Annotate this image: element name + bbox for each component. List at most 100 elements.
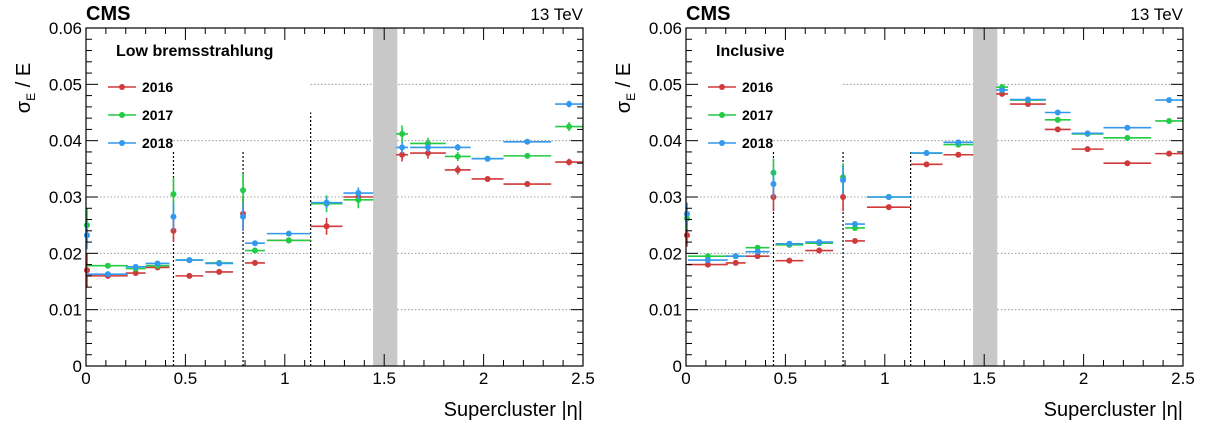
data-point <box>566 123 573 130</box>
legend-label: 2018 <box>742 135 773 151</box>
data-point <box>566 159 573 166</box>
legend-label: 2017 <box>142 107 173 123</box>
y-axis-title-sigma: σ <box>13 100 35 113</box>
x-axis: 0 0.5 1 1.5 2 2.5 <box>681 28 1195 388</box>
data-point <box>1084 146 1091 153</box>
data-point <box>399 144 406 151</box>
data-point <box>355 190 362 197</box>
eb-ee-gap-band <box>373 28 398 366</box>
y-axis: 0 0.01 0.02 0.03 0.04 0.05 0.06 <box>49 19 583 376</box>
data-point <box>1024 96 1031 103</box>
eb-ee-gap-band <box>973 28 998 366</box>
experiment-label: CMS <box>686 3 730 25</box>
y-axis: 0 0.01 0.02 0.03 0.04 0.05 0.06 <box>649 19 1183 376</box>
data-point <box>399 151 406 158</box>
y-tick-label: 0.03 <box>49 188 82 207</box>
legend-label: 2017 <box>742 107 773 123</box>
grid-lines <box>86 83 583 311</box>
data-point <box>754 248 761 255</box>
data-point <box>251 247 258 254</box>
x-tick-label: 1.5 <box>372 369 396 388</box>
energy-label: 13 TeV <box>530 5 583 24</box>
y-tick-label: 0.01 <box>649 301 682 320</box>
data-point <box>885 204 892 211</box>
data-point <box>154 260 161 267</box>
data-point <box>186 257 193 264</box>
data-point <box>454 166 461 173</box>
series-2018 <box>83 100 583 278</box>
data-point <box>923 161 930 168</box>
data-point <box>732 253 739 260</box>
data-point <box>732 259 739 266</box>
y-tick-label: 0 <box>673 357 682 376</box>
data-point <box>683 210 690 217</box>
legend: 2016 2017 2018 <box>708 79 773 151</box>
legend-swatch-marker <box>719 84 725 90</box>
legend: 2016 2017 2018 <box>108 79 173 151</box>
data-point <box>240 213 247 220</box>
data-point <box>1054 116 1061 123</box>
data-point <box>786 240 793 247</box>
data-point <box>240 187 247 194</box>
y-axis-title-tail: / E <box>13 63 35 93</box>
x-tick-label: 2.5 <box>1171 369 1195 388</box>
experiment-label: CMS <box>86 3 130 25</box>
data-point <box>216 260 223 267</box>
y-axis-title: σE / E <box>613 63 638 113</box>
y-tick-label: 0.04 <box>49 132 82 151</box>
panel-low-brem: 0 0.5 1 1.5 2 2.5 0 0.01 0.02 0.03 0.04 0.05 0.06 Sup… <box>13 3 595 421</box>
y-axis-title: σE / E <box>13 63 38 113</box>
x-axis-title: Supercluster |η| <box>444 399 583 421</box>
data-point <box>816 247 823 254</box>
data-point <box>323 223 330 230</box>
x-axis-title: Supercluster |η| <box>1044 399 1183 421</box>
data-point <box>524 181 531 188</box>
data-point <box>885 194 892 200</box>
data-point <box>454 153 461 160</box>
y-axis-title-sigma: σ <box>613 100 635 113</box>
x-tick-label: 2 <box>1079 369 1088 388</box>
data-point <box>1084 130 1091 137</box>
data-point <box>484 155 491 162</box>
data-point <box>786 257 793 264</box>
data-point <box>1124 160 1131 167</box>
data-point <box>816 239 823 246</box>
legend-label: 2018 <box>142 135 173 151</box>
y-tick-label: 0.04 <box>649 132 682 151</box>
y-tick-label: 0.05 <box>49 75 82 94</box>
legend-label: 2016 <box>742 79 773 95</box>
x-tick-label: 1 <box>280 369 289 388</box>
y-tick-label: 0.06 <box>49 19 82 38</box>
category-label: Inclusive <box>716 43 785 60</box>
legend-swatch-marker <box>119 112 125 118</box>
x-tick-label: 2 <box>479 369 488 388</box>
y-tick-label: 0.01 <box>49 301 82 320</box>
data-point <box>83 232 90 239</box>
data-point <box>355 196 362 203</box>
panel-inclusive: 0 0.5 1 1.5 2 2.5 0 0.01 0.02 0.03 0.04 0.05 0.06 Sup… <box>613 3 1195 421</box>
data-point <box>851 237 858 244</box>
y-axis-title-subscript: E <box>624 93 638 101</box>
data-point <box>170 213 177 220</box>
data-point <box>704 257 711 264</box>
data-point <box>840 177 847 184</box>
data-point <box>251 240 258 247</box>
x-tick-label: 2.5 <box>571 369 595 388</box>
data-point <box>1166 117 1173 124</box>
grid-lines <box>686 83 1183 311</box>
data-point <box>955 151 962 158</box>
data-point <box>524 152 531 159</box>
data-point <box>566 101 573 108</box>
legend-swatch-marker <box>719 140 725 146</box>
data-point <box>454 144 461 151</box>
legend-swatch-marker <box>719 112 725 118</box>
data-point <box>851 221 858 228</box>
data-point <box>999 86 1006 93</box>
series-2018 <box>683 86 1183 264</box>
data-point <box>251 259 258 266</box>
data-point <box>216 268 223 275</box>
data-point <box>323 199 330 206</box>
y-tick-label: 0.03 <box>649 188 682 207</box>
data-point <box>923 150 930 157</box>
data-point <box>83 267 90 274</box>
